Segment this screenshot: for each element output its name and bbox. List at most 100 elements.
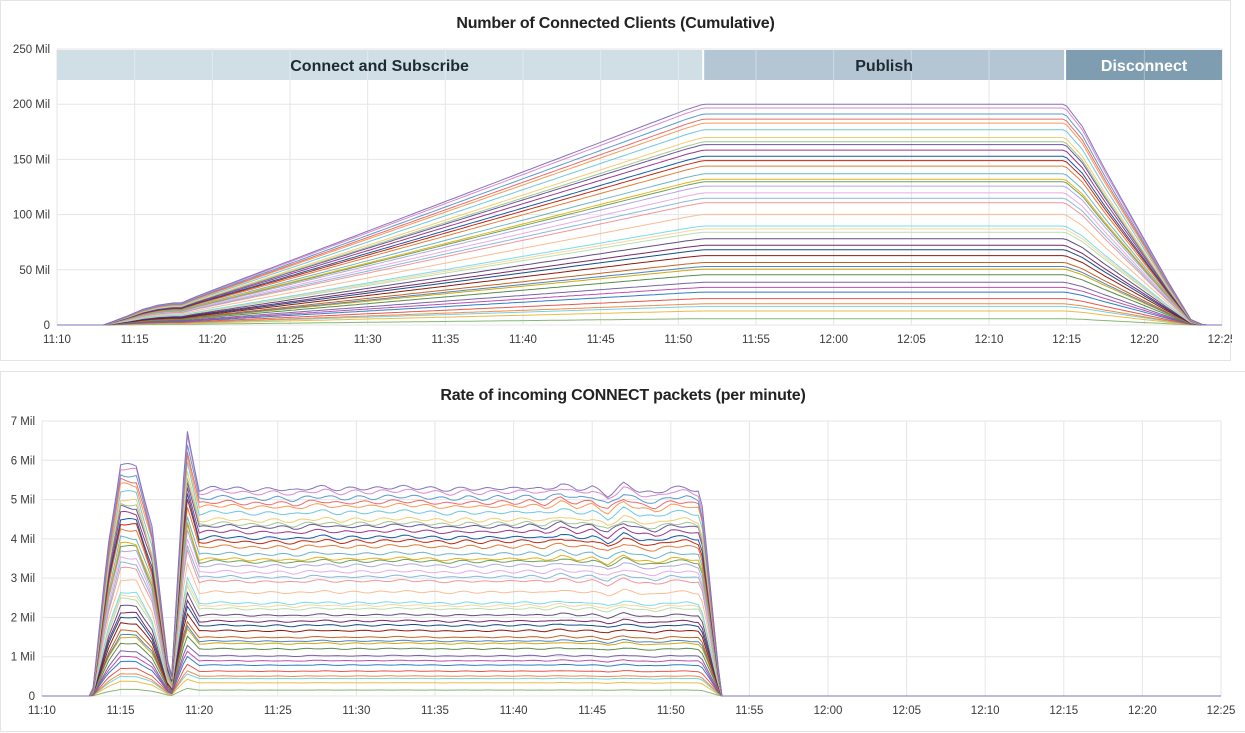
series-line <box>42 635 1221 697</box>
x-tick-label: 11:30 <box>342 705 370 717</box>
connect-rate-chart: 0 1 Mil 2 Mil 3 Mil 4 Mil 5 Mil 6 Mil 7 Mil 11:1… <box>11 416 1236 717</box>
y-tick-label: 150 Mil <box>13 154 50 166</box>
x-tick-label: 11:55 <box>735 705 763 717</box>
series-line <box>57 255 1222 326</box>
series-line <box>42 431 1221 697</box>
y-tick-label: 5 Mil <box>11 495 35 507</box>
series-line <box>57 286 1222 326</box>
x-tick-label: 11:45 <box>587 334 615 346</box>
series-line <box>42 493 1221 697</box>
x-tick-label: 12:15 <box>1052 334 1081 346</box>
series-line <box>57 122 1222 326</box>
series-line <box>57 281 1222 326</box>
series-line <box>42 663 1221 697</box>
x-tick-label: 12:05 <box>892 705 921 717</box>
y-tick-label: 4 Mil <box>11 534 35 546</box>
series-line <box>57 291 1222 326</box>
x-tick-label: 12:20 <box>1130 334 1159 346</box>
y-tick-label: 100 Mil <box>13 210 50 222</box>
x-tick-label: 11:15 <box>121 334 149 346</box>
y-tick-label: 1 Mil <box>11 652 35 664</box>
series-line <box>42 620 1221 697</box>
x-tick-label: 12:25 <box>1208 334 1232 346</box>
y-tick-label: 200 Mil <box>13 99 50 111</box>
x-tick-label: 12:00 <box>814 705 843 717</box>
series-line <box>42 482 1221 697</box>
series-line <box>42 678 1221 697</box>
series-line <box>57 155 1222 326</box>
series-line <box>57 165 1222 326</box>
series-line <box>42 478 1221 697</box>
y-tick-label: 6 Mil <box>11 455 35 467</box>
x-tick-label: 12:10 <box>971 705 1000 717</box>
y-tick-label: 7 Mil <box>11 416 35 428</box>
series-line <box>42 670 1221 697</box>
x-tick-label: 11:45 <box>578 705 606 717</box>
series-line <box>42 650 1221 697</box>
series-line <box>42 499 1221 697</box>
x-tick-label: 11:25 <box>276 334 304 346</box>
axis-labels: 0 1 Mil 2 Mil 3 Mil 4 Mil 5 Mil 6 Mil 7 Mil 11:1… <box>11 416 1236 717</box>
series-line <box>57 228 1222 326</box>
x-tick-label: 12:25 <box>1207 705 1236 717</box>
series-line <box>57 149 1222 326</box>
x-tick-label: 11:25 <box>264 705 292 717</box>
x-tick-label: 11:10 <box>43 334 71 346</box>
x-tick-label: 12:20 <box>1128 705 1157 717</box>
series-line <box>57 129 1222 326</box>
series-line <box>57 173 1222 326</box>
series-line <box>42 523 1221 697</box>
series-line <box>57 202 1222 326</box>
series-line <box>42 471 1221 697</box>
y-tick-label: 50 Mil <box>19 265 50 277</box>
series-line <box>57 244 1222 326</box>
series-line <box>57 318 1222 326</box>
x-tick-label: 12:10 <box>975 334 1004 346</box>
x-tick-label: 11:40 <box>500 705 528 717</box>
x-tick-label: 12:00 <box>819 334 848 346</box>
phase-bands: Connect and Subscribe Publish Disconnect <box>57 50 1222 80</box>
series-line <box>42 516 1221 697</box>
connected-clients-chart-title: Number of Connected Clients (Cumulative) <box>456 15 775 32</box>
series-line <box>57 185 1222 326</box>
phase-label: Publish <box>855 58 913 75</box>
x-tick-label: 11:35 <box>431 334 459 346</box>
x-tick-label: 11:50 <box>664 334 692 346</box>
series-line <box>42 612 1221 697</box>
x-tick-label: 12:15 <box>1049 705 1078 717</box>
series-line <box>57 249 1222 326</box>
series-line <box>57 160 1222 326</box>
series-line <box>57 213 1222 326</box>
series-group <box>57 103 1222 326</box>
series-line <box>57 141 1222 326</box>
x-tick-label: 11:15 <box>107 705 135 717</box>
y-tick-label: 3 Mil <box>11 573 35 585</box>
series-line <box>42 455 1221 697</box>
series-line <box>57 238 1222 326</box>
x-tick-label: 12:05 <box>897 334 926 346</box>
connect-rate-panel: Rate of incoming CONNECT packets (per mi… <box>0 371 1245 732</box>
y-tick-label: 250 Mil <box>13 44 50 56</box>
x-tick-label: 11:55 <box>742 334 770 346</box>
x-tick-label: 11:20 <box>185 705 213 717</box>
connected-clients-panel: Number of Connected Clients (Cumulative)… <box>0 0 1232 361</box>
series-line <box>57 118 1222 326</box>
x-tick-label: 11:35 <box>421 705 449 717</box>
x-tick-label: 11:50 <box>657 705 685 717</box>
series-line <box>57 310 1222 326</box>
phase-band-2 <box>1066 50 1222 80</box>
x-tick-label: 11:30 <box>354 334 382 346</box>
series-line <box>57 144 1222 326</box>
series-line <box>42 451 1221 697</box>
y-tick-label: 0 <box>29 691 35 703</box>
series-line <box>57 225 1222 326</box>
series-line <box>57 113 1222 326</box>
series-line <box>57 192 1222 326</box>
series-line <box>57 262 1222 326</box>
series-line <box>57 266 1222 326</box>
series-line <box>57 303 1222 326</box>
series-line <box>57 268 1222 326</box>
connect-rate-chart-title: Rate of incoming CONNECT packets (per mi… <box>440 387 806 404</box>
series-line <box>57 107 1222 326</box>
series-line <box>57 178 1222 326</box>
